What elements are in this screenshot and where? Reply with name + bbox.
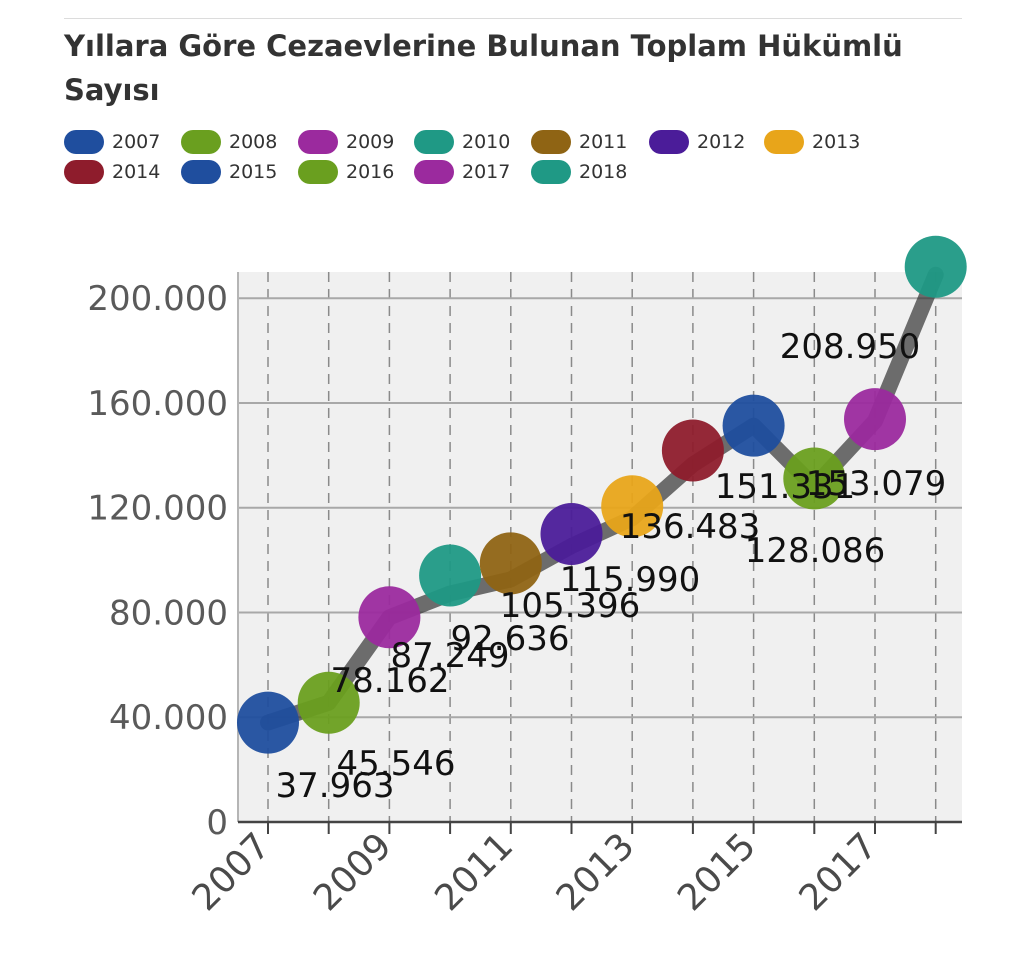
legend-label: 2013 bbox=[812, 131, 861, 153]
legend-item-2017[interactable]: 2017 bbox=[414, 158, 510, 186]
x-tick-label: 2017 bbox=[792, 825, 886, 919]
legend-swatch bbox=[298, 160, 338, 184]
legend-item-2008[interactable]: 2008 bbox=[181, 128, 277, 156]
legend-swatch bbox=[414, 130, 454, 154]
y-tick-label: 0 bbox=[206, 803, 228, 843]
data-label-2011: 92.636 bbox=[451, 619, 570, 659]
legend-item-2011[interactable]: 2011 bbox=[531, 128, 627, 156]
legend-swatch bbox=[181, 130, 221, 154]
legend-swatch bbox=[649, 130, 689, 154]
y-tick-label: 200.000 bbox=[87, 279, 228, 319]
data-point-2010 bbox=[419, 544, 482, 607]
legend-item-2012[interactable]: 2012 bbox=[649, 128, 745, 156]
legend-swatch bbox=[64, 160, 104, 184]
legend-swatch bbox=[531, 160, 571, 184]
data-label-2007: 37.963 bbox=[276, 766, 395, 806]
legend-item-2007[interactable]: 2007 bbox=[64, 128, 160, 156]
plot-background bbox=[238, 272, 962, 822]
legend-label: 2015 bbox=[229, 161, 278, 183]
data-point-2016 bbox=[783, 447, 846, 510]
legend-item-2016[interactable]: 2016 bbox=[298, 158, 394, 186]
legend-label: 2017 bbox=[462, 161, 511, 183]
data-label-2014: 136.483 bbox=[620, 507, 761, 547]
legend-label: 2008 bbox=[229, 131, 278, 153]
legend-item-2013[interactable]: 2013 bbox=[764, 128, 860, 156]
y-tick-label: 160.000 bbox=[87, 384, 228, 424]
data-point-2013 bbox=[601, 475, 664, 538]
x-tick-label: 2007 bbox=[185, 825, 279, 919]
legend-swatch bbox=[414, 160, 454, 184]
legend-label: 2018 bbox=[579, 161, 628, 183]
legend-label: 2009 bbox=[346, 131, 395, 153]
chart-title: Yıllara Göre Cezaevlerine Bulunan Toplam… bbox=[64, 29, 903, 107]
legend-item-2015[interactable]: 2015 bbox=[181, 158, 277, 186]
data-label-2016: 128.086 bbox=[745, 531, 886, 571]
legend-swatch bbox=[764, 130, 804, 154]
data-label-2010: 87.249 bbox=[391, 636, 510, 676]
data-point-2012 bbox=[540, 502, 603, 565]
data-label-2012: 105.396 bbox=[500, 586, 641, 626]
top-divider bbox=[64, 18, 962, 19]
data-label-2017: 153.079 bbox=[806, 464, 947, 504]
data-label-2018: 208.950 bbox=[780, 327, 921, 367]
legend-label: 2011 bbox=[579, 131, 628, 153]
legend-label: 2007 bbox=[112, 131, 161, 153]
legend-label: 2010 bbox=[462, 131, 511, 153]
data-point-2011 bbox=[479, 532, 542, 595]
data-label-2009: 78.162 bbox=[331, 661, 450, 701]
data-label-2013: 115.990 bbox=[560, 560, 701, 600]
data-point-2007 bbox=[237, 691, 299, 754]
y-tick-label: 40.000 bbox=[109, 698, 228, 738]
legend-label: 2012 bbox=[697, 131, 746, 153]
data-label-2008: 45.546 bbox=[337, 744, 456, 784]
legend-label: 2016 bbox=[346, 161, 395, 183]
legend-item-2009[interactable]: 2009 bbox=[298, 128, 394, 156]
data-point-2015 bbox=[722, 394, 785, 457]
x-tick-label: 2011 bbox=[427, 825, 521, 919]
legend-label: 2014 bbox=[112, 161, 161, 183]
legend-swatch bbox=[298, 130, 338, 154]
y-tick-label: 80.000 bbox=[109, 593, 228, 633]
legend-swatch bbox=[64, 130, 104, 154]
legend-swatch bbox=[181, 160, 221, 184]
x-tick-label: 2015 bbox=[670, 825, 764, 919]
data-point-2009 bbox=[358, 586, 421, 649]
legend-swatch bbox=[531, 130, 571, 154]
data-point-2017 bbox=[844, 388, 906, 451]
data-point-2018 bbox=[904, 235, 967, 298]
legend-item-2014[interactable]: 2014 bbox=[64, 158, 160, 186]
legend-item-2010[interactable]: 2010 bbox=[414, 128, 510, 156]
data-label-2015: 151.331 bbox=[715, 467, 856, 507]
y-tick-label: 120.000 bbox=[87, 489, 228, 529]
data-point-2014 bbox=[661, 419, 724, 482]
data-point-2008 bbox=[297, 671, 360, 734]
x-tick-label: 2013 bbox=[549, 825, 643, 919]
legend-item-2018[interactable]: 2018 bbox=[531, 158, 627, 186]
x-tick-label: 2009 bbox=[306, 825, 400, 919]
